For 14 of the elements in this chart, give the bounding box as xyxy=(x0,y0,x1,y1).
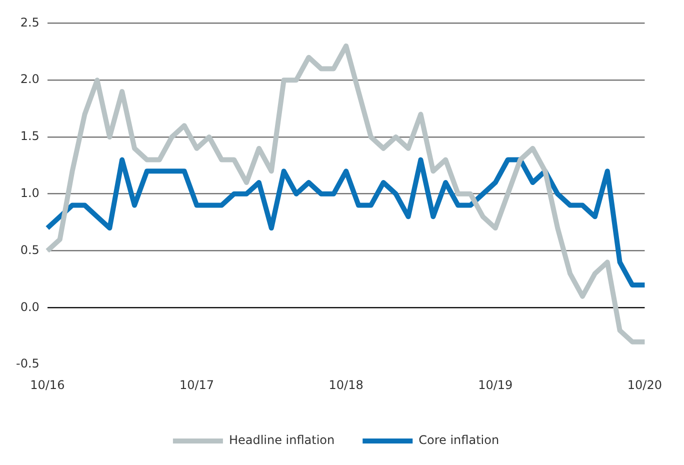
y-tick-label: 1.5 xyxy=(20,129,40,144)
y-tick-label: 0.0 xyxy=(20,300,40,314)
x-tick-label: 10/18 xyxy=(328,378,364,392)
x-tick-label: 10/19 xyxy=(478,378,513,392)
x-tick-label: 10/17 xyxy=(179,378,214,392)
y-tick-label: -0.5 xyxy=(16,356,40,371)
legend-label: Core inflation xyxy=(418,433,500,448)
y-tick-label: 1.0 xyxy=(20,186,40,200)
legend-label: Headline inflation xyxy=(228,433,335,448)
x-tick-label: 10/16 xyxy=(30,378,65,392)
y-tick-label: 2.5 xyxy=(20,15,40,30)
y-tick-label: 0.5 xyxy=(20,242,40,257)
y-tick-label: 2.0 xyxy=(20,72,40,86)
x-tick-label: 10/20 xyxy=(627,378,662,392)
